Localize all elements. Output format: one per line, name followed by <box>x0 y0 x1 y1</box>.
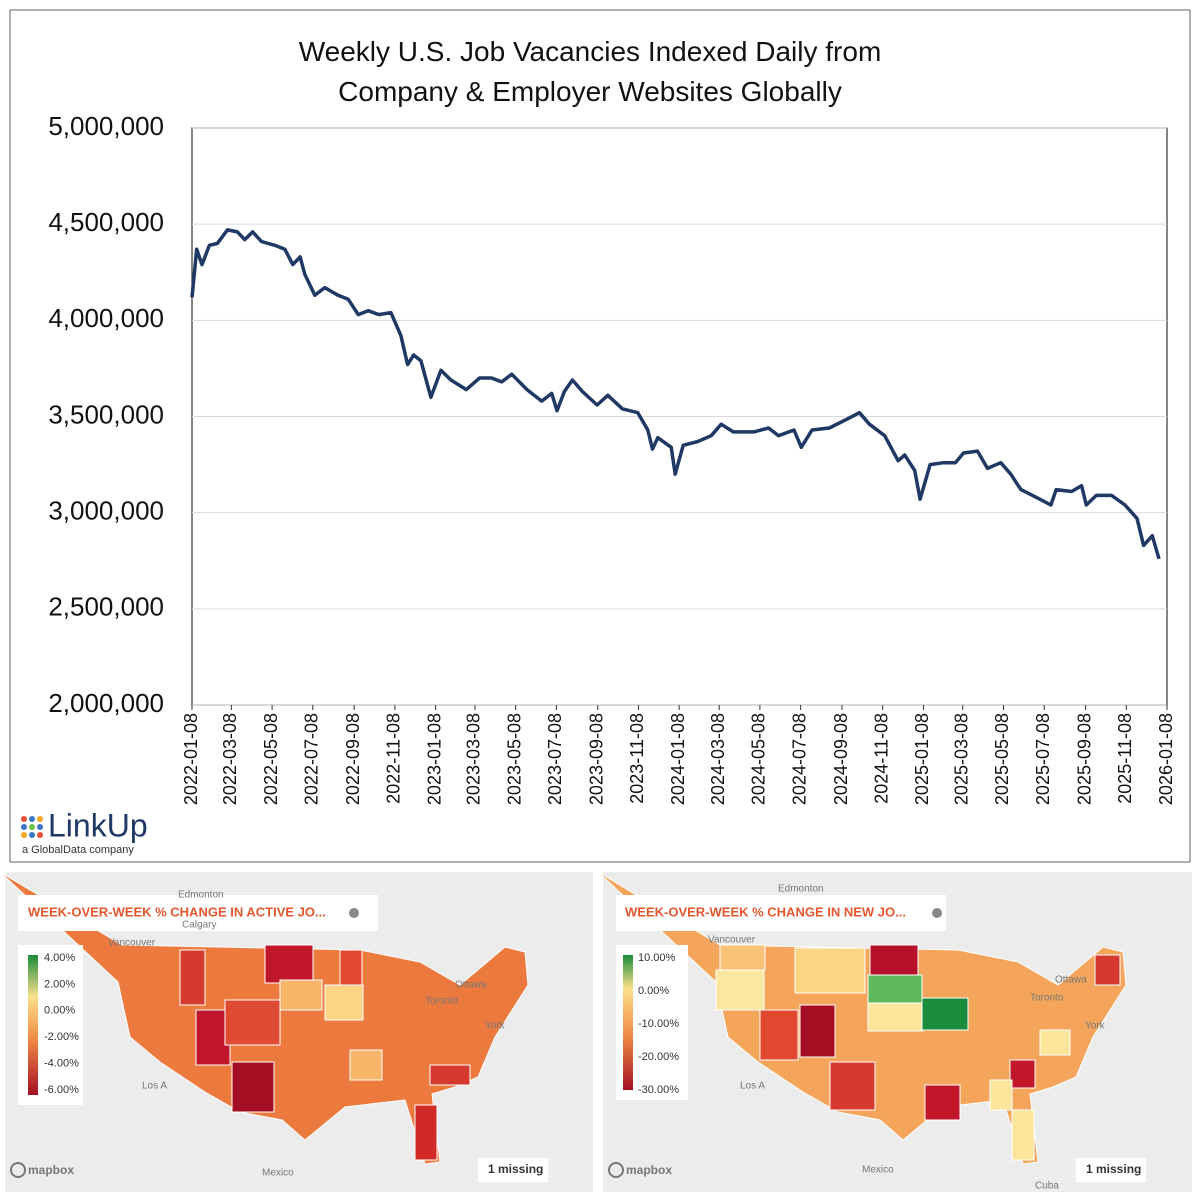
chart-title: Weekly U.S. Job Vacancies Indexed Daily … <box>298 36 882 107</box>
x-tick-label: 2022-05-08 <box>261 713 281 805</box>
map-right <box>597 871 1192 1192</box>
map-title: WEEK-OVER-WEEK % CHANGE IN NEW JO... <box>625 904 906 919</box>
place: York <box>485 1021 506 1032</box>
legend-label: -30.00% <box>638 1084 679 1096</box>
place: Ottawa <box>1055 975 1087 986</box>
x-tick-label: 2025-09-08 <box>1074 713 1094 805</box>
place: Vancouver <box>108 938 156 949</box>
map-title: WEEK-OVER-WEEK % CHANGE IN ACTIVE JO... <box>28 904 326 919</box>
legend-label: 0.00% <box>44 1005 75 1017</box>
x-tick-label: 2024-03-08 <box>708 713 728 805</box>
y-tick-label: 3,000,000 <box>48 496 164 526</box>
y-tick-label: 2,500,000 <box>48 592 164 622</box>
map-left <box>0 871 593 1192</box>
missing: 1 missing <box>488 1162 543 1176</box>
x-tick-label: 2023-11-08 <box>627 713 647 804</box>
place: Edmonton <box>178 890 224 901</box>
legend-label: -20.00% <box>638 1051 679 1063</box>
legend-label: 10.00% <box>638 952 676 964</box>
x-tick-label: 2022-03-08 <box>220 713 240 805</box>
missing: 1 missing <box>1086 1162 1141 1176</box>
legend-label: -10.00% <box>638 1018 679 1030</box>
legend-label: -4.00% <box>44 1058 79 1070</box>
y-tick-label: 5,000,000 <box>48 111 164 141</box>
x-tick-label: 2023-07-08 <box>545 713 565 805</box>
logo-tagline: a GlobalData company <box>22 844 134 856</box>
place: Los A <box>142 1081 167 1092</box>
place: Mexico <box>262 1168 294 1179</box>
x-tick-label: 2026-01-08 <box>1156 713 1176 805</box>
legend-label: 4.00% <box>44 952 75 964</box>
brand: mapbox <box>626 1163 672 1177</box>
x-tick-label: 2025-03-08 <box>952 713 972 805</box>
x-tick-label: 2024-05-08 <box>749 713 769 805</box>
x-tick-label: 2024-11-08 <box>871 713 891 804</box>
y-tick-label: 4,500,000 <box>48 207 164 237</box>
place: Los A <box>740 1081 765 1092</box>
x-tick-label: 2025-05-08 <box>992 713 1012 805</box>
place: Toronto <box>1030 993 1064 1004</box>
logo-name: LinkUp <box>48 807 148 843</box>
legend-label: 0.00% <box>638 985 669 997</box>
y-tick-label: 2,000,000 <box>48 688 164 718</box>
place: Mexico <box>862 1165 894 1176</box>
x-tick-label: 2022-07-08 <box>302 713 322 805</box>
legend-label: -6.00% <box>44 1084 79 1096</box>
place: York <box>1085 1021 1106 1032</box>
x-tick-label: 2022-01-08 <box>181 713 201 805</box>
logo-icon <box>21 816 43 838</box>
x-tick-label: 2024-07-08 <box>789 713 809 805</box>
place: Edmonton <box>778 884 824 895</box>
legend-label: 2.00% <box>44 978 75 990</box>
place: Vancouver <box>708 935 756 946</box>
place: Ottawa <box>455 980 487 991</box>
y-tick-label: 3,500,000 <box>48 399 164 429</box>
place: Calgary <box>182 920 216 931</box>
x-tick-label: 2024-09-08 <box>831 713 851 805</box>
x-tick-label: 2024-01-08 <box>668 713 688 805</box>
place: Cuba <box>1035 1181 1059 1192</box>
logo: LinkUp a GlobalData company <box>21 807 148 856</box>
x-tick-label: 2022-11-08 <box>384 713 404 804</box>
brand: mapbox <box>28 1163 74 1177</box>
x-tick-label: 2023-03-08 <box>464 713 484 805</box>
x-tick-label: 2022-09-08 <box>343 713 363 805</box>
x-tick-label: 2023-05-08 <box>504 713 524 805</box>
x-tick-label: 2025-11-08 <box>1115 713 1135 804</box>
series-line <box>190 228 1161 560</box>
x-tick-label: 2023-01-08 <box>424 713 444 805</box>
legend-label: -2.00% <box>44 1031 79 1043</box>
x-tick-label: 2025-01-08 <box>912 713 932 805</box>
x-tick-label: 2023-09-08 <box>586 713 606 805</box>
chart-border <box>9 9 1191 863</box>
x-tick-label: 2025-07-08 <box>1033 713 1053 805</box>
y-tick-label: 4,000,000 <box>48 303 164 333</box>
place: Toronto <box>425 996 459 1007</box>
